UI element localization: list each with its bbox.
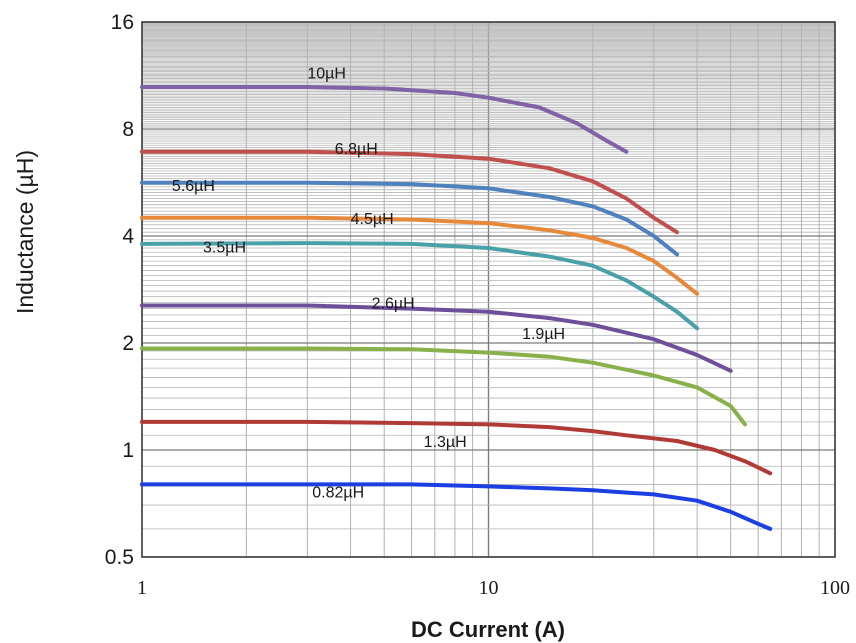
series-label: 0.82µH: [312, 485, 364, 502]
series-label: 3.5µH: [203, 239, 246, 256]
plot-frame: [141, 21, 836, 558]
series-line-5: [140, 303, 733, 373]
series-line-3: [140, 215, 700, 296]
series-line-8: [140, 482, 773, 531]
y-tick-label: 4: [122, 225, 134, 248]
x-axis-label: DC Current (A): [411, 617, 565, 642]
series-labels: 10µH 6.8µH 5.6µH 4.5µH 3.5µH 2.6µH 1.9µH 1.3µH 0…: [172, 65, 565, 501]
y-tick-label: 2: [122, 332, 134, 355]
x-axis-ticks: 1 10 100: [137, 577, 850, 599]
y-axis-ticks: 0.5 1 2 4 8 16: [105, 11, 135, 569]
series-line-0: [140, 85, 629, 154]
x-tick-label: 10: [479, 577, 499, 599]
grid: [141, 21, 836, 558]
x-tick-label: 1: [137, 577, 147, 599]
series-label: 4.5µH: [351, 211, 394, 228]
series-label: 5.6µH: [172, 178, 215, 195]
series-line-1: [140, 149, 679, 235]
x-tick-label: 100: [820, 577, 850, 599]
series-lines: [140, 85, 773, 531]
series-label: 2.6µH: [372, 296, 415, 313]
series-line-6: [140, 346, 747, 427]
y-tick-label: 1: [122, 439, 134, 462]
series-label: 1.9µH: [522, 326, 565, 343]
y-axis-label: Inductance (µH): [12, 150, 38, 314]
series-line-2: [140, 180, 679, 257]
series-line-7: [140, 419, 773, 476]
series-label: 6.8µH: [335, 141, 378, 158]
series-line-4: [140, 241, 700, 331]
y-tick-label: 16: [111, 11, 134, 34]
series-label: 1.3µH: [424, 434, 467, 451]
y-tick-label: 0.5: [105, 546, 134, 569]
series-label: 10µH: [307, 65, 346, 82]
y-tick-label: 8: [122, 118, 134, 141]
